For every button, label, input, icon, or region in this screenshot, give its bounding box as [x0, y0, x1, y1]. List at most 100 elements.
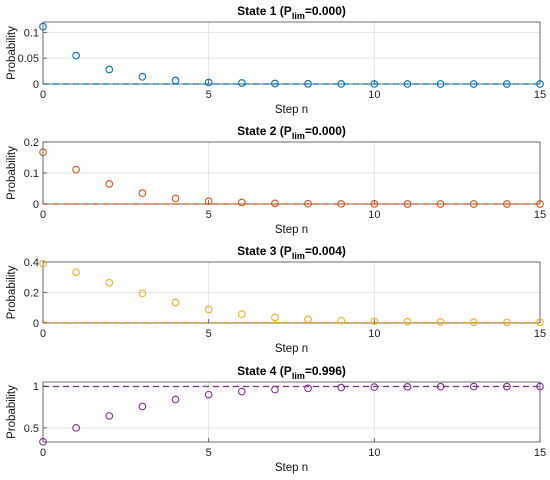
data-point: [204, 305, 213, 314]
x-axis-label: Step n: [275, 462, 308, 474]
x-axis-label: Step n: [275, 343, 308, 355]
x-tick-label: 10: [368, 209, 380, 221]
data-point: [204, 197, 213, 206]
data-point: [403, 200, 412, 208]
data-point: [105, 278, 114, 287]
y-axis-label: Probability: [6, 146, 18, 200]
data-point: [138, 402, 147, 411]
data-point: [304, 79, 312, 88]
data-point: [503, 318, 511, 327]
x-tick-label: 5: [206, 89, 212, 101]
data-point: [436, 382, 445, 391]
y-axis-label: Probability: [6, 265, 18, 319]
data-point: [503, 382, 511, 391]
data-point: [105, 180, 114, 188]
data-point: [72, 423, 80, 432]
data-point: [39, 259, 47, 268]
data-point: [138, 289, 147, 298]
data-point: [171, 76, 180, 85]
y-tick-label: 0.1: [24, 168, 39, 180]
axes-box: [42, 21, 541, 85]
y-tick-label: 0.5: [24, 423, 39, 435]
y-tick-label: 0.05: [18, 53, 39, 65]
subplot-4: 0 5 10 15 0.5 1 State 4 (Plim=0.996) Step n Prob…: [6, 364, 546, 474]
x-tick-label: 15: [534, 209, 546, 221]
data-point: [271, 385, 279, 394]
plot-area: [43, 382, 540, 442]
data-point: [271, 79, 279, 88]
subplot-1: 0 5 10 15 0 0.05 0.1 State 1 (Plim=0.000) Step n…: [6, 4, 546, 116]
x-tick-label: 0: [40, 209, 46, 221]
data-point: [237, 79, 246, 87]
data-point: [436, 318, 445, 326]
data-point: [536, 318, 544, 327]
x-axis-label: Step n: [275, 104, 308, 116]
data-point: [271, 199, 279, 208]
y-tick-label: 0.4: [24, 257, 39, 269]
data-point: [138, 72, 147, 81]
data-point: [503, 200, 511, 208]
data-point: [237, 198, 246, 207]
data-point: [337, 383, 346, 392]
x-tick-label: 15: [534, 447, 546, 459]
data-point: [39, 22, 47, 31]
data-point: [337, 316, 346, 325]
x-tick-label: 0: [40, 447, 46, 459]
data-point: [72, 268, 80, 277]
data-point: [304, 199, 312, 208]
subplot-title: State 2 (Plim=0.000): [237, 124, 346, 141]
data-point: [204, 390, 213, 399]
data-point: [237, 387, 246, 396]
x-tick-label: 15: [534, 89, 546, 101]
subplot-title: State 4 (Plim=0.996): [237, 364, 346, 381]
x-tick-label: 0: [40, 89, 46, 101]
subplot-title: State 1 (Plim=0.000): [237, 4, 346, 21]
y-tick-label: 1: [33, 381, 39, 393]
x-axis-label: Step n: [275, 224, 308, 236]
x-tick-label: 5: [206, 209, 212, 221]
data-point: [337, 80, 346, 88]
data-point: [403, 80, 412, 88]
x-tick-label: 10: [368, 89, 380, 101]
subplot-2: 0 5 10 15 0 0.1 0.2 State 2 (Plim=0.000) Step n P…: [6, 124, 546, 236]
data-point: [469, 318, 478, 327]
data-point: [171, 194, 180, 203]
data-point: [403, 382, 412, 391]
data-point: [436, 200, 445, 208]
x-tick-label: 5: [206, 328, 212, 340]
data-point: [304, 384, 312, 393]
subplot-3: 0 5 10 15 0 0.2 0.4 State 3 (Plim=0.004) Step n P…: [6, 244, 546, 355]
data-point: [370, 317, 379, 326]
data-point: [469, 200, 478, 208]
data-point: [337, 199, 346, 208]
x-tick-label: 0: [40, 328, 46, 340]
y-tick-label: 0: [33, 318, 39, 330]
data-point: [536, 200, 544, 208]
x-tick-label: 15: [534, 328, 546, 340]
data-point: [536, 80, 544, 88]
data-point: [403, 317, 412, 326]
data-point: [39, 437, 47, 446]
data-point: [138, 189, 147, 197]
data-point: [370, 383, 379, 391]
x-tick-label: 10: [368, 447, 380, 459]
data-point: [39, 148, 47, 157]
data-point: [370, 200, 379, 208]
data-point: [72, 165, 80, 174]
plot-area: [43, 22, 540, 84]
data-point: [436, 80, 445, 88]
x-tick-label: 10: [368, 328, 380, 340]
data-point: [271, 313, 279, 322]
y-tick-label: 0.1: [24, 27, 39, 39]
y-tick-label: 0.2: [24, 137, 39, 149]
y-axis-label: Probability: [6, 385, 18, 439]
y-axis-label: Probability: [6, 26, 18, 80]
data-point: [105, 412, 114, 420]
data-point: [370, 80, 379, 88]
subplot-title: State 3 (Plim=0.004): [237, 244, 346, 261]
y-tick-label: 0: [33, 79, 39, 91]
y-tick-label: 0: [33, 199, 39, 211]
data-point: [171, 395, 180, 404]
data-point: [469, 80, 478, 88]
